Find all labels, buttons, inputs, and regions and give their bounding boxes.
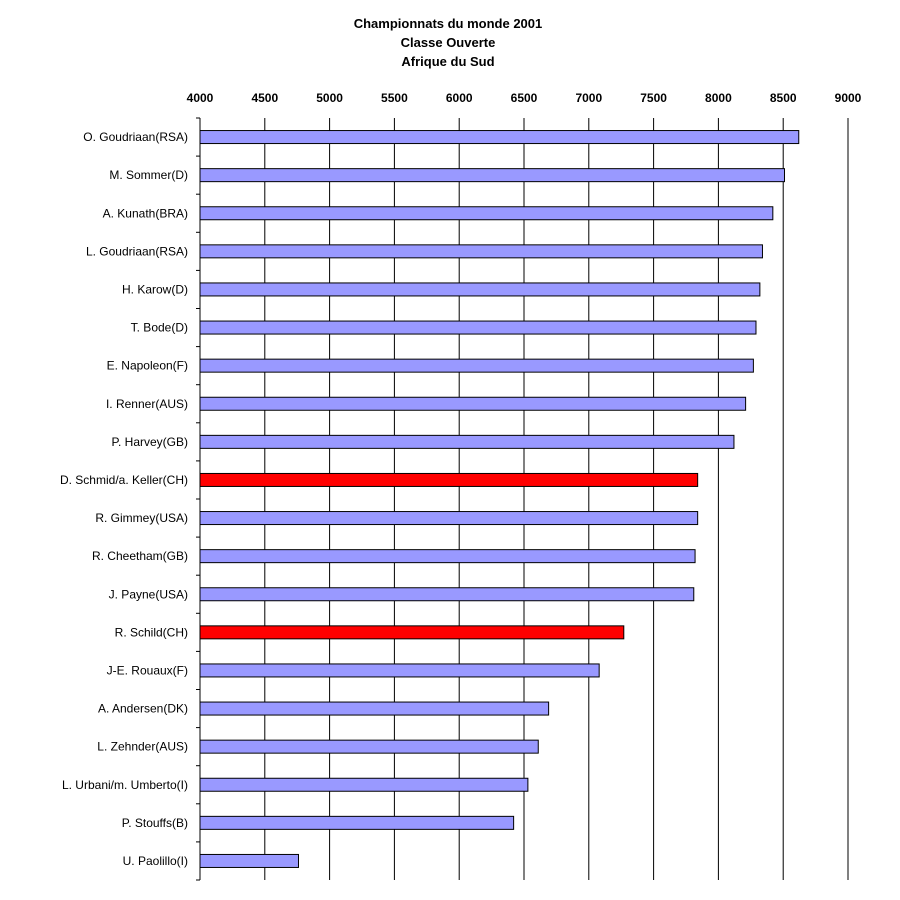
category-label: D. Schmid/a. Keller(CH)	[60, 473, 188, 487]
chart-title: Championnats du monde 2001 Classe Ouvert…	[354, 16, 543, 69]
bar	[199, 168, 785, 183]
bar	[199, 853, 299, 868]
x-tick-label: 6000	[446, 91, 473, 105]
category-label: H. Karow(D)	[122, 282, 188, 296]
bar	[199, 396, 747, 411]
bar	[199, 320, 757, 335]
bar	[199, 130, 800, 145]
bar	[199, 472, 699, 487]
category-label: R. Cheetham(GB)	[92, 549, 188, 563]
category-label: E. Napoleon(F)	[107, 359, 188, 373]
category-label: O. Goudriaan(RSA)	[83, 130, 188, 144]
bar	[199, 434, 735, 449]
x-tick-label: 7000	[575, 91, 602, 105]
bar	[199, 511, 699, 526]
bar	[199, 739, 539, 754]
bar	[199, 777, 529, 792]
chart-title-line-3: Afrique du Sud	[401, 54, 494, 69]
bar	[199, 815, 515, 830]
category-label: P. Stouffs(B)	[122, 816, 188, 830]
category-label: P. Harvey(GB)	[112, 435, 188, 449]
category-label: L. Urbani/m. Umberto(I)	[62, 778, 188, 792]
bar	[199, 282, 761, 297]
category-label: M. Sommer(D)	[109, 168, 188, 182]
bars	[199, 130, 800, 868]
x-axis-ticks: 4000 4500 5000 5500 6000 6500 7000 7500 8000 8500…	[187, 91, 862, 105]
bar	[199, 663, 600, 678]
category-label: L. Zehnder(AUS)	[97, 740, 188, 754]
x-tick-label: 4000	[187, 91, 214, 105]
bar	[199, 206, 774, 221]
y-axis-categories: O. Goudriaan(RSA) M. Sommer(D) A. Kunath(B…	[60, 117, 200, 881]
category-label: L. Goudriaan(RSA)	[86, 244, 188, 258]
bar	[199, 549, 696, 564]
category-label: J-E. Rouaux(F)	[107, 663, 188, 677]
category-label: J. Payne(USA)	[109, 587, 188, 601]
chart-title-line-1: Championnats du monde 2001	[354, 16, 543, 31]
x-tick-label: 5000	[316, 91, 343, 105]
category-label: I. Renner(AUS)	[106, 397, 188, 411]
category-label: A. Andersen(DK)	[98, 702, 188, 716]
x-tick-label: 5500	[381, 91, 408, 105]
category-label: R. Gimmey(USA)	[95, 511, 188, 525]
x-tick-label: 8500	[770, 91, 797, 105]
chart-title-line-2: Classe Ouverte	[401, 35, 496, 50]
category-label: R. Schild(CH)	[115, 625, 188, 639]
category-label: A. Kunath(BRA)	[103, 206, 188, 220]
bar	[199, 701, 550, 716]
bar	[199, 244, 763, 259]
x-tick-label: 7500	[640, 91, 667, 105]
gridlines	[264, 118, 849, 880]
category-label: T. Bode(D)	[131, 321, 188, 335]
x-tick-label: 4500	[251, 91, 278, 105]
bar	[199, 625, 625, 640]
x-tick-label: 8000	[705, 91, 732, 105]
category-label: U. Paolillo(I)	[123, 854, 188, 868]
x-tick-label: 9000	[835, 91, 862, 105]
x-tick-label: 6500	[511, 91, 538, 105]
bar	[199, 587, 695, 602]
bar	[199, 358, 754, 373]
